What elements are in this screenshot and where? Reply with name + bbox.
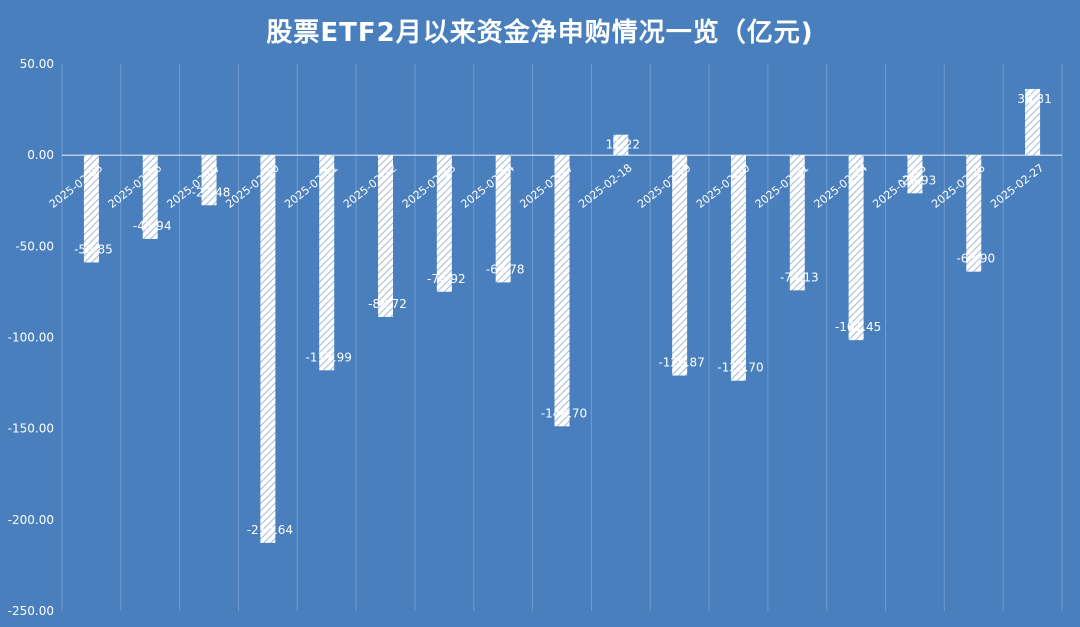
bar (1025, 88, 1041, 156)
x-tick-label: 2025-02-27 (988, 161, 1046, 211)
y-tick-label: 50.00 (20, 57, 54, 71)
data-label: -74.13 (780, 270, 819, 284)
bar (613, 134, 629, 156)
bar (907, 155, 923, 194)
bar (436, 155, 452, 292)
data-label: -58.85 (74, 242, 113, 256)
data-label: -123.70 (717, 361, 763, 375)
chart-title: 股票ETF2月以来资金净申购情况一览（亿元) (266, 18, 814, 48)
bar (554, 155, 570, 427)
data-label: 36.31 (1017, 92, 1051, 106)
y-tick-label: -250.00 (8, 604, 54, 618)
data-label: 11.22 (606, 138, 640, 152)
data-label: -20.93 (898, 173, 937, 187)
data-label: -27.48 (192, 185, 231, 199)
bar (672, 155, 688, 376)
bar (83, 155, 99, 263)
bar (201, 155, 217, 206)
data-label: -74.92 (427, 272, 466, 286)
y-tick-label: 0.00 (27, 148, 54, 162)
data-label: -88.72 (368, 297, 407, 311)
data-label: -63.90 (956, 252, 995, 266)
bar (730, 155, 746, 381)
data-label: -45.94 (133, 219, 172, 233)
bar (378, 155, 394, 317)
y-tick-label: -50.00 (15, 239, 54, 253)
bar (319, 155, 335, 371)
data-label: -101.45 (835, 320, 881, 334)
data-label: -120.87 (658, 356, 704, 370)
data-label: -117.99 (306, 350, 352, 364)
y-tick-label: -100.00 (8, 331, 54, 345)
data-label: -69.78 (486, 262, 525, 276)
x-tick-label: 2025-02-18 (576, 161, 634, 211)
bar (789, 155, 805, 291)
y-tick-label: -150.00 (8, 422, 54, 436)
bar (495, 155, 511, 283)
y-tick-label: -200.00 (8, 513, 54, 527)
bar (966, 155, 982, 272)
data-label: -212.64 (247, 523, 293, 537)
bar (848, 155, 864, 341)
bar (142, 155, 158, 239)
bar (260, 155, 276, 543)
data-label: -148.70 (541, 406, 587, 420)
